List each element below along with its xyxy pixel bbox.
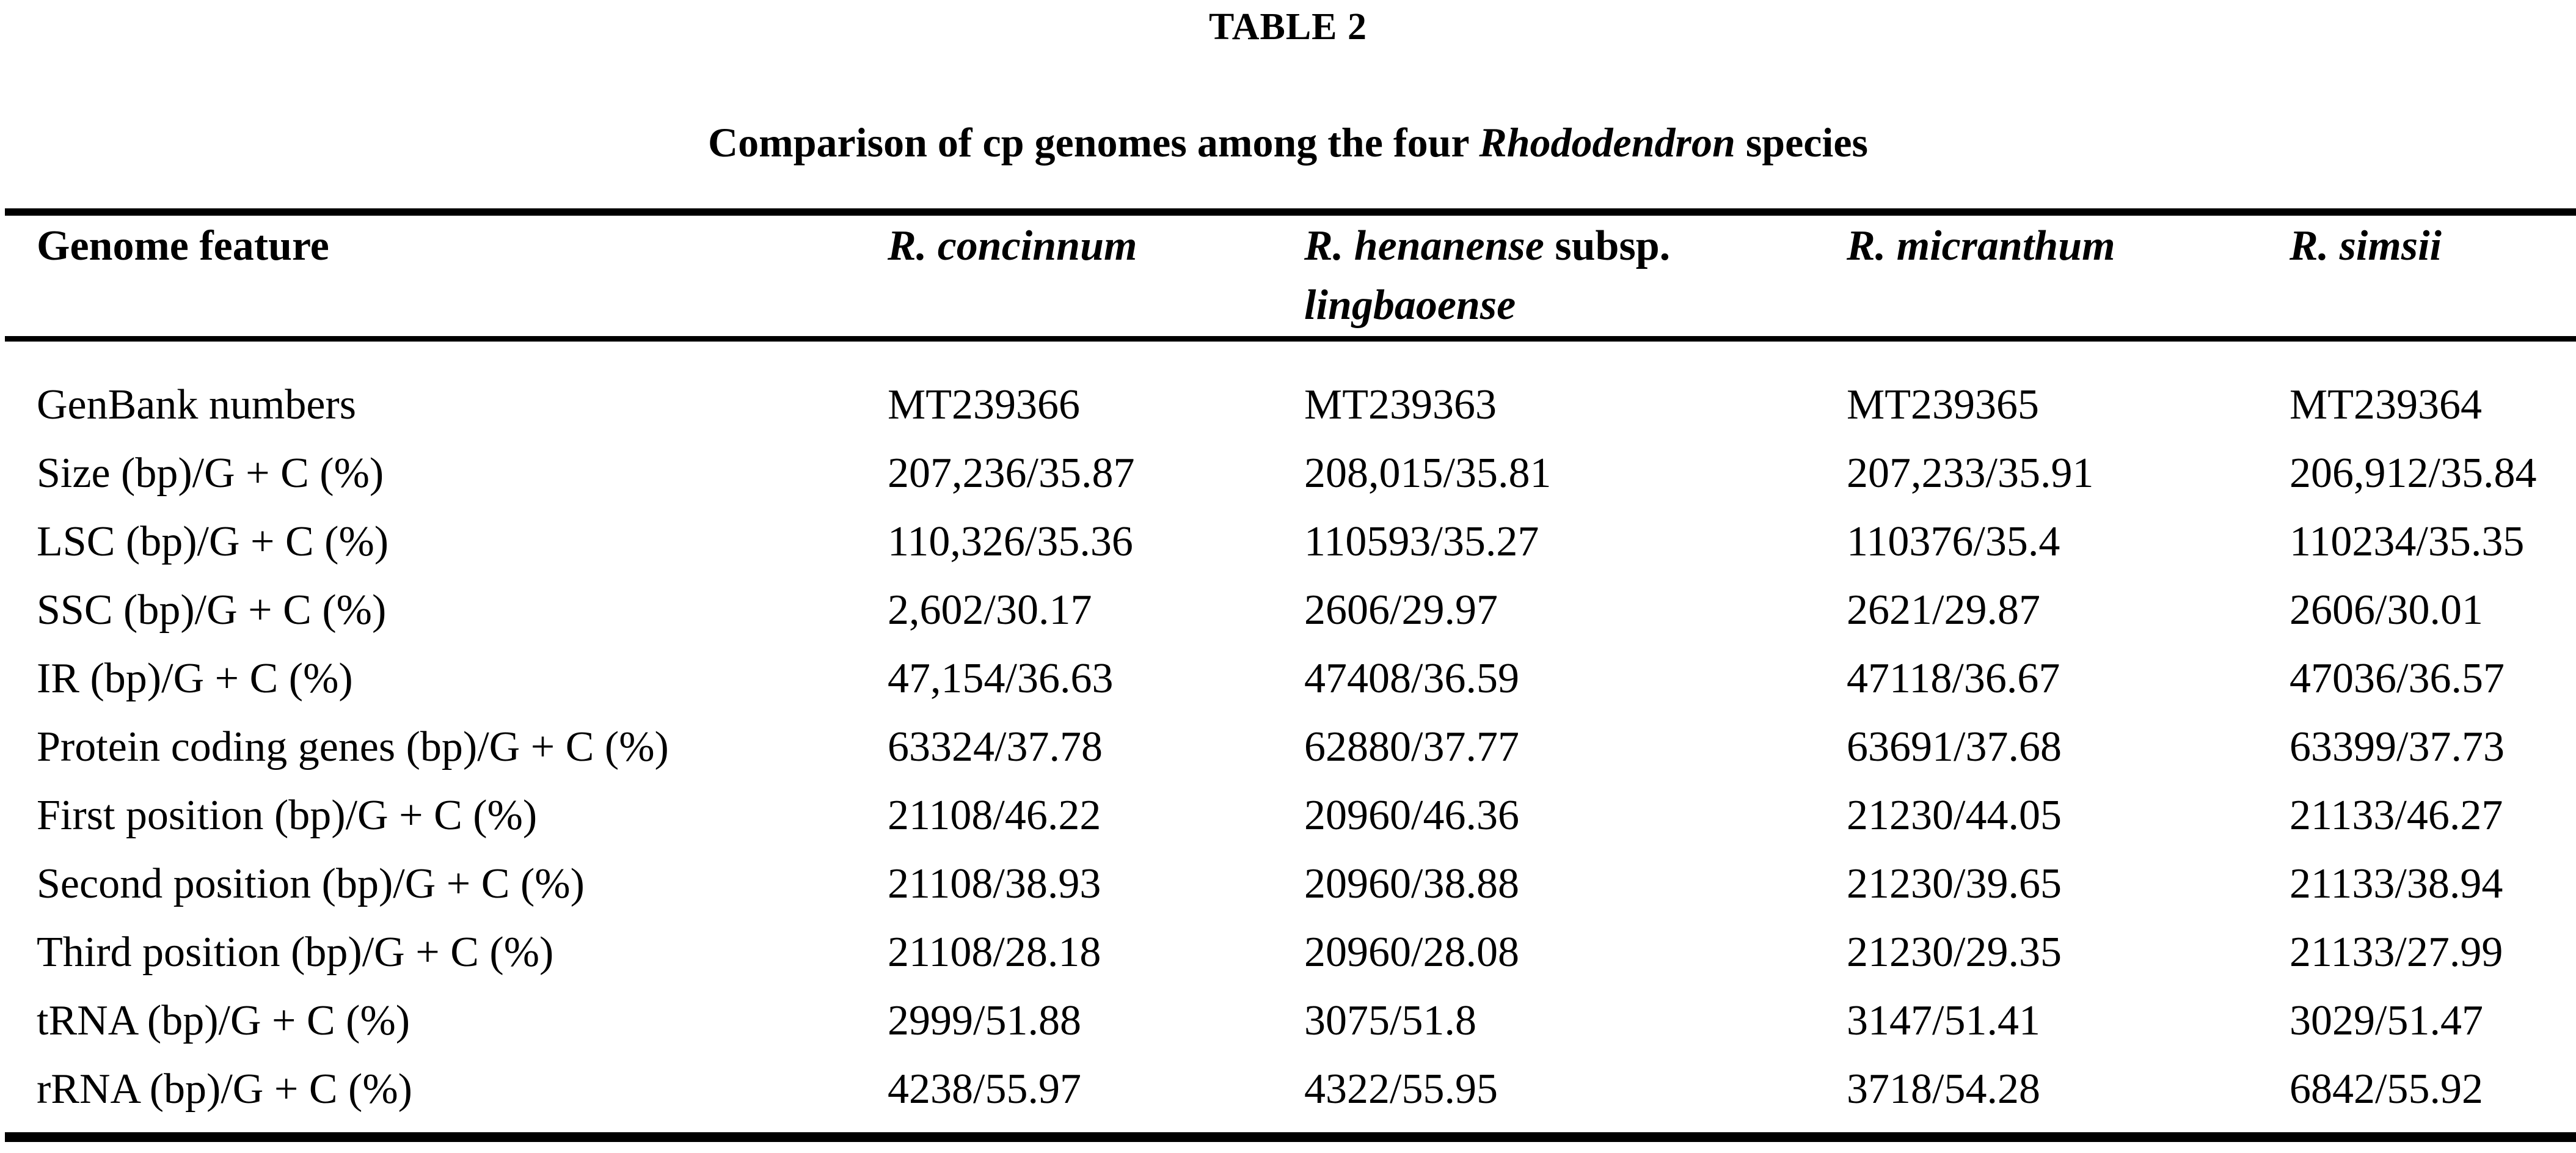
value-cell: 47118/36.67 xyxy=(1847,655,2060,703)
species-name-text: lingbaoense xyxy=(1304,281,1516,329)
caption-suffix: species xyxy=(1735,119,1869,166)
table-row: tRNA (bp)/G + C (%) 2999/51.88 3075/51.8 31… xyxy=(5,987,2576,1055)
value-cell: 21133/38.94 xyxy=(2290,860,2503,908)
value-cell: 110234/35.35 xyxy=(2290,518,2525,566)
feature-label-cell: Protein coding genes (bp)/G + C (%) xyxy=(37,723,669,771)
value-cell: 21230/44.05 xyxy=(1847,792,2062,840)
value-cell: 3029/51.47 xyxy=(2290,997,2483,1045)
value-cell: 63324/37.78 xyxy=(888,723,1103,771)
table-label: TABLE 2 xyxy=(1208,6,1368,48)
value-cell: 21230/39.65 xyxy=(1847,860,2062,908)
value-cell: 47408/36.59 xyxy=(1304,655,1519,703)
value-cell: MT239366 xyxy=(888,381,1080,429)
value-cell: 2999/51.88 xyxy=(888,997,1081,1045)
value-cell: MT239364 xyxy=(2290,381,2482,429)
value-cell: 3147/51.41 xyxy=(1847,997,2040,1045)
species-name-text: R. micranthum xyxy=(1847,222,2115,269)
value-cell: 207,233/35.91 xyxy=(1847,450,2094,497)
column-header-r-concinnum: R. concinnum xyxy=(888,211,1304,342)
value-cell: 110,326/35.36 xyxy=(888,518,1133,566)
value-cell: 206,912/35.84 xyxy=(2290,450,2537,497)
value-cell: 21108/38.93 xyxy=(888,860,1101,908)
feature-label-cell: SSC (bp)/G + C (%) xyxy=(37,587,387,634)
table-body: GenBank numbers MT239366 MT239363 MT239365 M… xyxy=(5,339,2576,1138)
header-roman-text: Genome feature xyxy=(37,222,329,269)
feature-label-cell: GenBank numbers xyxy=(37,381,356,429)
value-cell: 3718/54.28 xyxy=(1847,1066,2040,1113)
value-cell: 4322/55.95 xyxy=(1304,1066,1498,1113)
caption-prefix: Comparison of cp genomes among the four xyxy=(707,119,1480,166)
caption-genus-name: Rhododendron xyxy=(1479,119,1735,166)
value-cell: 2621/29.87 xyxy=(1847,587,2040,634)
genome-comparison-table: Genome feature R. concinnum R. henanense s… xyxy=(5,208,2576,1143)
table-row: Second position (bp)/G + C (%) 21108/38.9… xyxy=(5,850,2576,918)
value-cell: 20960/38.88 xyxy=(1304,860,1519,908)
value-cell: 21230/29.35 xyxy=(1847,929,2062,976)
table-row: LSC (bp)/G + C (%) 110,326/35.36 110593/35… xyxy=(5,508,2576,576)
table-row: rRNA (bp)/G + C (%) 4238/55.97 4322/55.95 3… xyxy=(5,1055,2576,1137)
species-name-text: R. concinnum xyxy=(888,222,1137,269)
value-cell: 4238/55.97 xyxy=(888,1066,1081,1113)
feature-label-cell: Third position (bp)/G + C (%) xyxy=(37,929,554,976)
table-row: First position (bp)/G + C (%) 21108/46.22… xyxy=(5,781,2576,850)
species-name-text: R. henanense xyxy=(1304,222,1544,269)
table-header: Genome feature R. concinnum R. henanense s… xyxy=(5,211,2576,342)
value-cell: 2606/29.97 xyxy=(1304,587,1498,634)
column-header-genome-feature: Genome feature xyxy=(5,211,888,342)
value-cell: 20960/28.08 xyxy=(1304,929,1519,976)
value-cell: 3075/51.8 xyxy=(1304,997,1476,1045)
column-header-r-simsii: R. simsii xyxy=(2290,211,2576,342)
table-row: GenBank numbers MT239366 MT239363 MT239365 M… xyxy=(5,339,2576,440)
feature-label-cell: IR (bp)/G + C (%) xyxy=(37,655,353,703)
column-header-r-henanense-subsp-lingbaoense: R. henanense subsp. lingbaoense xyxy=(1304,211,1847,342)
value-cell: 110376/35.4 xyxy=(1847,518,2060,566)
value-cell: 21133/46.27 xyxy=(2290,792,2503,840)
value-cell: 208,015/35.81 xyxy=(1304,450,1552,497)
value-cell: 62880/37.77 xyxy=(1304,723,1519,771)
species-name-text: R. simsii xyxy=(2290,222,2442,269)
value-cell: 63399/37.73 xyxy=(2290,723,2505,771)
table-row: Protein coding genes (bp)/G + C (%) 63324… xyxy=(5,713,2576,781)
feature-label-cell: tRNA (bp)/G + C (%) xyxy=(37,997,410,1045)
value-cell: 47036/36.57 xyxy=(2290,655,2505,703)
value-cell: 21108/46.22 xyxy=(888,792,1101,840)
table-row: IR (bp)/G + C (%) 47,154/36.63 47408/36.59… xyxy=(5,645,2576,713)
value-cell: 6842/55.92 xyxy=(2290,1066,2483,1113)
feature-label-cell: Second position (bp)/G + C (%) xyxy=(37,860,585,908)
feature-label-cell: Size (bp)/G + C (%) xyxy=(37,450,384,497)
value-cell: 207,236/35.87 xyxy=(888,450,1135,497)
value-cell: 2606/30.01 xyxy=(2290,587,2483,634)
table-caption: Comparison of cp genomes among the four … xyxy=(0,120,2576,166)
value-cell: 20960/46.36 xyxy=(1304,792,1519,840)
column-header-r-micranthum: R. micranthum xyxy=(1847,211,2290,342)
value-cell: 21108/28.18 xyxy=(888,929,1101,976)
value-cell: MT239363 xyxy=(1304,381,1497,429)
value-cell: MT239365 xyxy=(1847,381,2039,429)
value-cell: 63691/37.68 xyxy=(1847,723,2062,771)
feature-label-cell: rRNA (bp)/G + C (%) xyxy=(37,1066,412,1113)
header-row: Genome feature R. concinnum R. henanense s… xyxy=(5,211,2576,342)
feature-label-cell: LSC (bp)/G + C (%) xyxy=(37,518,389,566)
table-row: Third position (bp)/G + C (%) 21108/28.18… xyxy=(5,918,2576,987)
feature-label-cell: First position (bp)/G + C (%) xyxy=(37,792,538,840)
value-cell: 110593/35.27 xyxy=(1304,518,1539,566)
table-row: Size (bp)/G + C (%) 207,236/35.87 208,015/… xyxy=(5,439,2576,508)
value-cell: 21133/27.99 xyxy=(2290,929,2503,976)
table-row: SSC (bp)/G + C (%) 2,602/30.17 2606/29.97 2… xyxy=(5,576,2576,645)
value-cell: 2,602/30.17 xyxy=(888,587,1092,634)
header-roman-text: subsp. xyxy=(1544,222,1671,269)
value-cell: 47,154/36.63 xyxy=(888,655,1114,703)
